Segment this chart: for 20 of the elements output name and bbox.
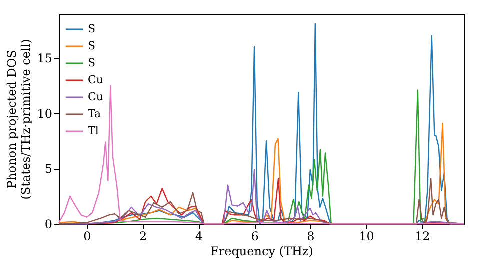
legend-label: Tl (88, 124, 100, 138)
x-axis-title: Frequency (THz) (210, 244, 314, 258)
x-tick-label: 6 (251, 230, 259, 244)
y-tick-label: 15 (37, 52, 52, 66)
legend-label: S (88, 56, 96, 70)
y-tick-label: 0 (44, 218, 52, 232)
y-tick-label: 10 (37, 106, 52, 121)
x-tick-label: 10 (359, 230, 374, 244)
x-tick-label: 12 (414, 230, 430, 244)
legend-label: S (88, 22, 96, 36)
x-tick-label: 0 (84, 230, 92, 244)
y-axis-title: Phonon projected DOS (States/THz·primitive cell) (5, 39, 34, 200)
legend-label: Ta (88, 108, 102, 120)
x-tick-label: 8 (307, 230, 315, 244)
x-tick-label: 4 (195, 230, 204, 244)
legend-label: Cu (88, 74, 104, 86)
x-tick-label: 2 (139, 230, 148, 244)
y-tick-label: 5 (44, 162, 52, 176)
legend-label: Cu (88, 90, 104, 104)
legend-label: S (88, 40, 96, 52)
